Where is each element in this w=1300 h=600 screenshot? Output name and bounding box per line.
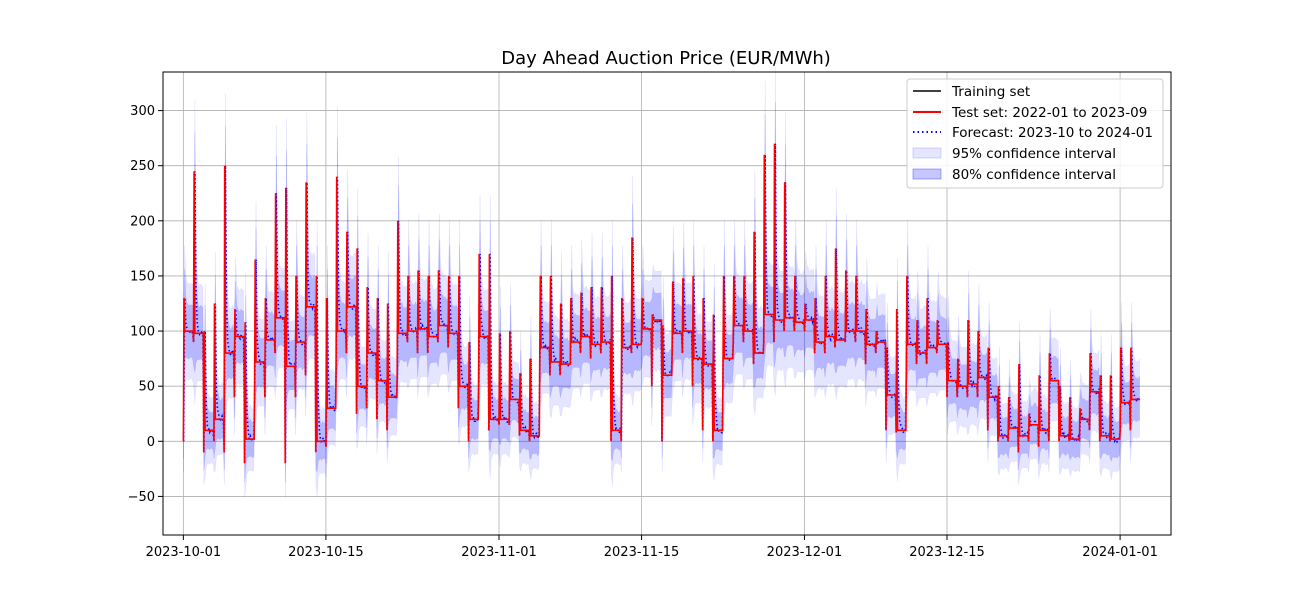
y-tick-label: 250 <box>130 159 155 174</box>
y-tick-label: 0 <box>147 435 155 450</box>
x-tick-label: 2023-11-15 <box>604 545 680 560</box>
x-tick-label: 2023-10-15 <box>288 545 364 560</box>
y-tick-label: 100 <box>130 325 155 340</box>
legend-swatch-ci80 <box>912 168 942 180</box>
legend-swatch-ci95 <box>912 147 942 159</box>
chart-title: Day Ahead Auction Price (EUR/MWh) <box>501 48 831 69</box>
plot-frame <box>162 71 1172 536</box>
test-series <box>182 143 1141 464</box>
y-tick-label: 300 <box>130 104 155 119</box>
y-tick-label: 50 <box>138 380 155 395</box>
legend: Training set Test set: 2022-01 to 2023-0… <box>906 78 1164 189</box>
x-axis: 2023-10-01 2023-10-15 2023-11-01 2023-11-15… <box>146 535 1158 560</box>
test-line <box>182 143 1141 464</box>
legend-label-training: Training set <box>951 84 1030 100</box>
x-tick-label: 2024-01-01 <box>1082 545 1158 560</box>
band-80-area <box>183 102 1140 483</box>
legend-frame <box>906 78 1164 189</box>
x-tick-label: 2023-12-01 <box>767 545 843 560</box>
y-tick-label: −50 <box>128 490 155 505</box>
y-axis: −50 0 50 100 150 200 250 300 <box>128 104 163 505</box>
legend-label-ci80: 80% confidence interval <box>952 167 1116 183</box>
grid <box>163 72 1171 535</box>
x-tick-label: 2023-12-15 <box>909 545 985 560</box>
legend-label-forecast: Forecast: 2023-10 to 2024-01 <box>952 125 1153 141</box>
legend-label-test: Test set: 2022-01 to 2023-09 <box>951 105 1147 121</box>
y-tick-label: 150 <box>130 269 155 284</box>
legend-label-ci95: 95% confidence interval <box>952 146 1116 162</box>
x-tick-label: 2023-11-01 <box>461 545 537 560</box>
confidence-band-80 <box>183 102 1140 483</box>
y-tick-label: 200 <box>130 214 155 229</box>
x-tick-label: 2023-10-01 <box>146 545 222 560</box>
